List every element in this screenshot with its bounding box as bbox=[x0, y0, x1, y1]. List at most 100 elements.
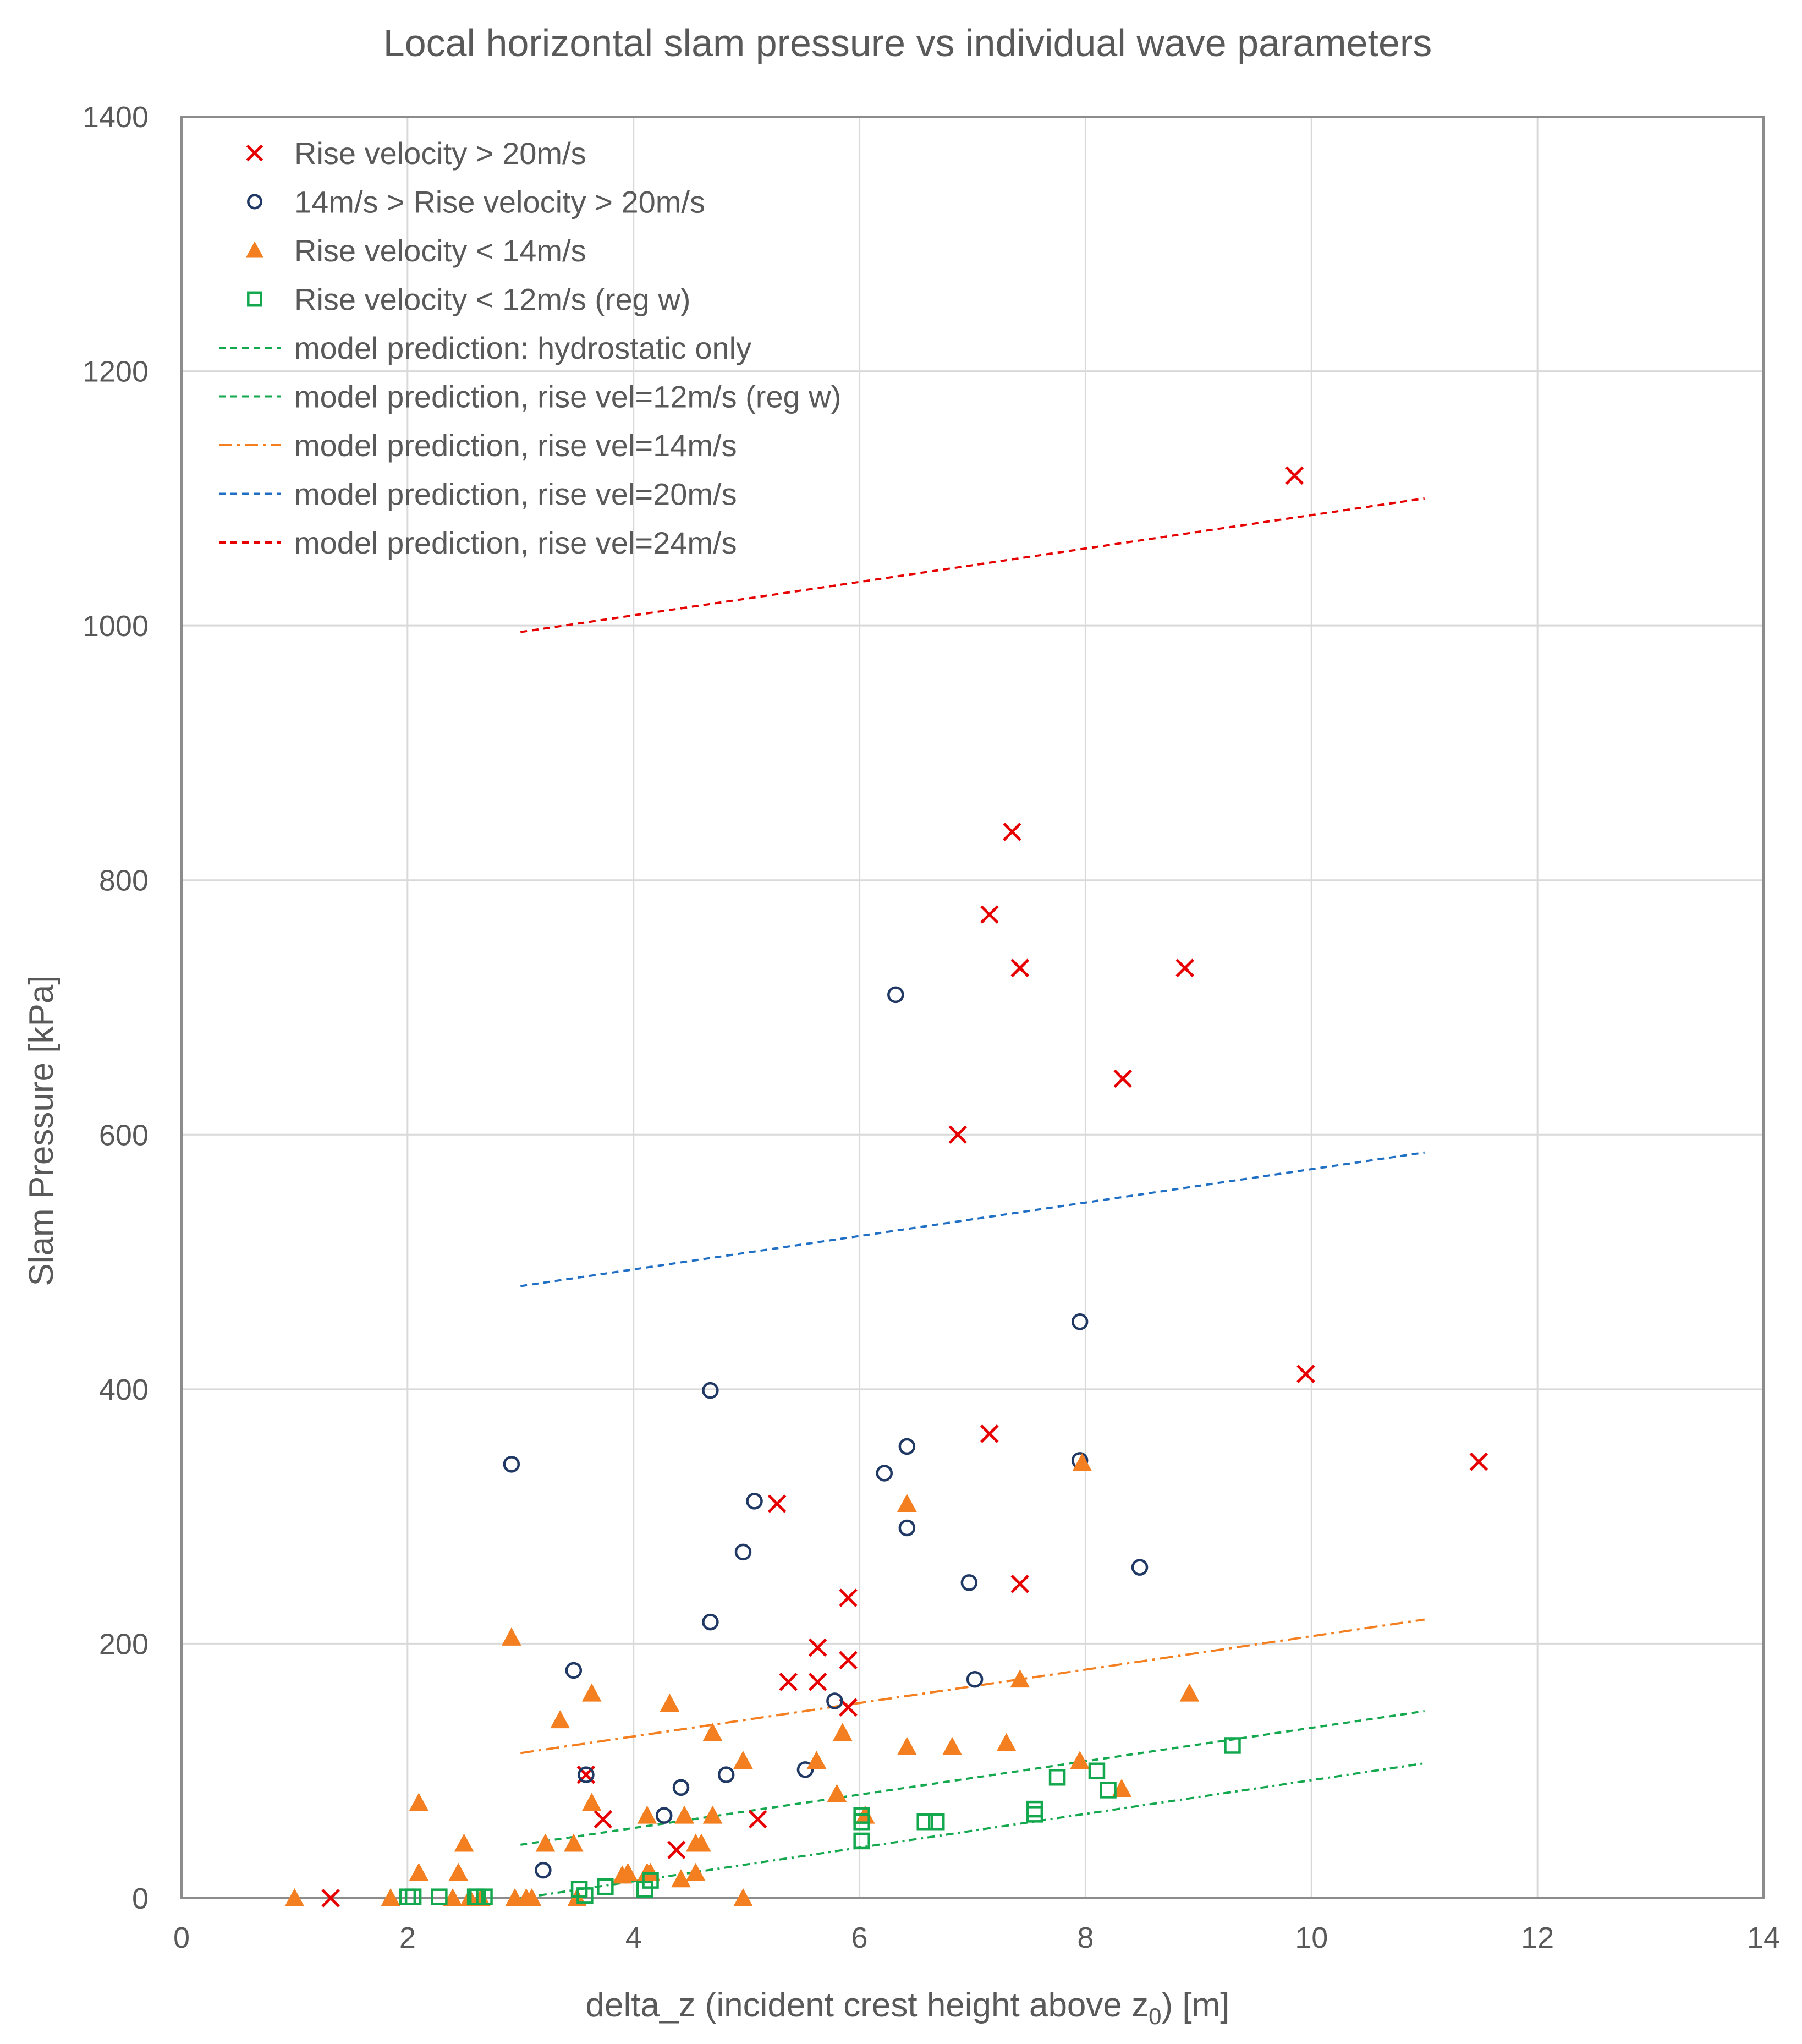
x-tick-label: 12 bbox=[1521, 1921, 1554, 1954]
data-point-triangle bbox=[702, 1723, 723, 1741]
legend-marker-x bbox=[246, 144, 263, 162]
x-marker-stroke bbox=[779, 1673, 798, 1691]
grid-layer bbox=[182, 117, 1763, 1898]
data-point-triangle bbox=[1072, 1453, 1092, 1471]
data-point-circle bbox=[826, 1692, 843, 1709]
x-marker-stroke bbox=[594, 1810, 613, 1829]
data-point-circle bbox=[655, 1807, 673, 1824]
x-tick-label: 0 bbox=[173, 1921, 190, 1954]
data-point-x bbox=[839, 1588, 858, 1607]
data-point-x bbox=[321, 1889, 340, 1908]
data-point-triangle bbox=[691, 1833, 711, 1852]
x-marker-stroke bbox=[808, 1673, 827, 1691]
y-tick-label: 1000 bbox=[83, 610, 149, 643]
data-point-triangle bbox=[1112, 1779, 1132, 1798]
data-point-x bbox=[1113, 1069, 1132, 1088]
data-point-square bbox=[928, 1813, 945, 1831]
legend-marker-square bbox=[247, 291, 262, 307]
x-marker-stroke bbox=[1285, 466, 1304, 485]
data-point-square bbox=[1048, 1769, 1066, 1786]
data-point-layer bbox=[284, 466, 1488, 1908]
data-point-circle bbox=[898, 1519, 916, 1537]
data-point-circle bbox=[717, 1766, 735, 1783]
data-point-triangle bbox=[942, 1736, 962, 1755]
data-point-circle bbox=[503, 1456, 520, 1473]
plot-area-border bbox=[180, 116, 1765, 1899]
data-point-triangle bbox=[502, 1627, 521, 1646]
y-axis-title: Slam Pressure [kPa] bbox=[23, 975, 61, 1286]
data-point-x bbox=[948, 1125, 968, 1144]
data-point-triangle bbox=[535, 1833, 556, 1852]
data-point-circle bbox=[535, 1861, 552, 1879]
data-point-square bbox=[853, 1832, 870, 1850]
data-point-triangle bbox=[448, 1862, 469, 1881]
data-point-triangle bbox=[671, 1869, 691, 1888]
data-point-circle bbox=[672, 1779, 690, 1796]
x-tick-label: 4 bbox=[625, 1921, 642, 1954]
data-point-x bbox=[1285, 466, 1304, 485]
data-point-triangle bbox=[443, 1888, 463, 1906]
data-point-circle bbox=[702, 1382, 719, 1399]
x-marker-stroke bbox=[980, 1424, 999, 1443]
x-marker-stroke bbox=[839, 1651, 858, 1670]
chart-title: Local horizontal slam pressure vs indivi… bbox=[383, 21, 1432, 64]
y-tick-label: 400 bbox=[99, 1373, 149, 1406]
x-marker-stroke bbox=[1010, 958, 1030, 978]
data-point-circle bbox=[1131, 1559, 1149, 1576]
data-point-triangle bbox=[618, 1862, 638, 1881]
data-point-square bbox=[1088, 1762, 1106, 1779]
data-point-circle bbox=[876, 1465, 893, 1482]
y-tick-label: 1400 bbox=[83, 101, 149, 134]
x-tick-label: 2 bbox=[399, 1921, 416, 1954]
model-line bbox=[520, 1151, 1425, 1287]
legend-label: model prediction, rise vel=14m/s bbox=[294, 428, 737, 463]
data-point-triangle bbox=[733, 1888, 753, 1906]
data-point-circle bbox=[746, 1493, 763, 1510]
data-point-square bbox=[476, 1888, 493, 1905]
data-point-circle bbox=[578, 1766, 595, 1783]
data-point-circle bbox=[734, 1543, 752, 1561]
data-point-x bbox=[594, 1810, 613, 1829]
data-point-square bbox=[642, 1872, 659, 1889]
data-point-x bbox=[1469, 1452, 1488, 1471]
data-point-circle bbox=[796, 1761, 814, 1778]
data-point-triangle bbox=[284, 1888, 305, 1906]
data-point-x bbox=[1010, 1574, 1030, 1593]
data-point-circle bbox=[565, 1662, 583, 1679]
data-point-x bbox=[980, 1424, 999, 1443]
data-point-triangle bbox=[1070, 1751, 1090, 1769]
tick-layer: 0 2 4 6 8 10 12 14 0 200 400 600 800 1000 1200 1400 bbox=[83, 101, 1780, 1954]
x-marker-stroke bbox=[1175, 958, 1194, 978]
model-line bbox=[520, 1762, 1425, 1899]
data-point-triangle bbox=[897, 1736, 917, 1755]
data-point-triangle bbox=[832, 1723, 853, 1741]
data-point-triangle bbox=[685, 1862, 706, 1881]
data-point-square bbox=[597, 1878, 614, 1895]
data-point-triangle bbox=[733, 1751, 753, 1769]
data-point-triangle bbox=[1179, 1683, 1200, 1702]
data-point-square bbox=[1100, 1782, 1117, 1799]
data-point-triangle bbox=[581, 1793, 602, 1811]
x-marker-stroke bbox=[980, 905, 999, 924]
x-axis-title-subscript: 0 bbox=[1149, 2003, 1161, 2029]
x-marker-stroke bbox=[246, 144, 263, 162]
data-point-triangle bbox=[827, 1784, 847, 1802]
model-line bbox=[520, 1710, 1425, 1846]
x-marker-stroke bbox=[1113, 1069, 1132, 1088]
legend-label: model prediction, rise vel=24m/s bbox=[294, 525, 737, 560]
model-line bbox=[520, 1618, 1425, 1755]
data-point-triangle bbox=[660, 1694, 680, 1712]
data-point-x bbox=[779, 1673, 798, 1691]
data-point-square bbox=[1026, 1800, 1043, 1818]
data-point-circle bbox=[887, 986, 904, 1004]
data-point-x bbox=[980, 905, 999, 924]
data-point-circle bbox=[1071, 1313, 1089, 1330]
y-tick-label: 1200 bbox=[83, 355, 149, 388]
legend-label: model prediction, rise vel=12m/s (reg w) bbox=[294, 380, 841, 414]
data-point-triangle bbox=[806, 1751, 827, 1769]
data-point-square bbox=[1224, 1737, 1241, 1754]
data-point-square bbox=[853, 1813, 870, 1831]
x-marker-stroke bbox=[767, 1494, 787, 1513]
